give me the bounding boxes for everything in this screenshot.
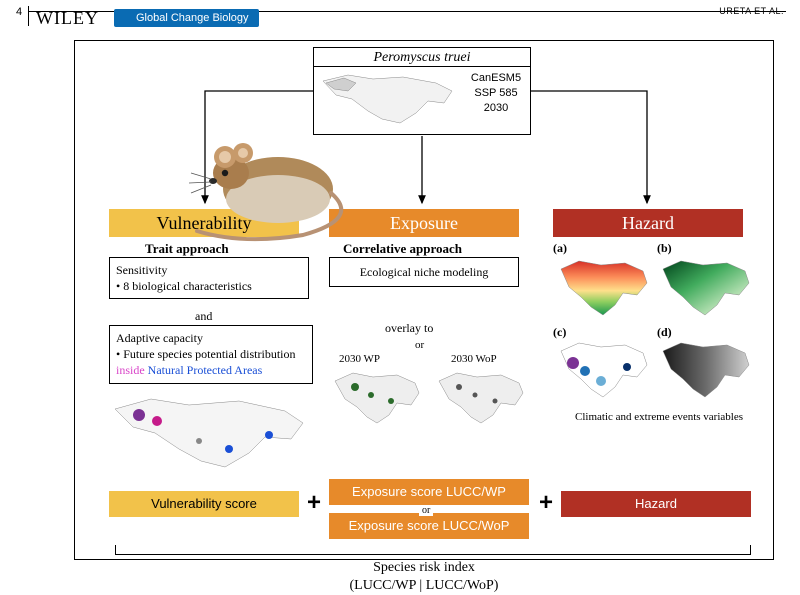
sensitivity-label: Sensitivity bbox=[116, 263, 167, 277]
species-name: Peromyscus truei bbox=[314, 48, 530, 67]
vulnerability-score: Vulnerability score bbox=[109, 491, 299, 517]
plus-2: + bbox=[539, 489, 553, 517]
sensitivity-box: Sensitivity • 8 biological characteristi… bbox=[109, 257, 309, 299]
hazard-head: Hazard bbox=[553, 209, 743, 237]
exposure-map-wp bbox=[331, 367, 423, 427]
adaptive-pre: Future species potential distribution bbox=[123, 347, 295, 361]
journal-name: Global Change Biology bbox=[114, 9, 259, 27]
plus-1: + bbox=[307, 489, 321, 517]
scenario-3: 2030 bbox=[468, 101, 524, 116]
exposure-score-1: Exposure score LUCC/WP bbox=[329, 479, 529, 505]
summary-bracket bbox=[115, 545, 751, 555]
adaptive-inside: inside bbox=[116, 363, 145, 377]
mouse-illustration bbox=[183, 123, 353, 243]
exposure-left-label: 2030 WP bbox=[339, 353, 380, 365]
exposure-score-or: or bbox=[419, 505, 433, 516]
scenario-2: SSP 585 bbox=[468, 86, 524, 101]
correlative-title: Correlative approach bbox=[343, 241, 462, 257]
publisher-logo: WILEY bbox=[36, 8, 99, 29]
hazard-map-c bbox=[557, 337, 651, 403]
adaptive-npa: Natural Protected Areas bbox=[148, 363, 263, 377]
correlative-box: Ecological niche modeling bbox=[329, 257, 519, 287]
figure-frame: Peromyscus truei CanESM5 SSP 585 2030 bbox=[74, 40, 774, 560]
scenario-box: CanESM5 SSP 585 2030 bbox=[468, 71, 524, 116]
exposure-head: Exposure bbox=[329, 209, 519, 237]
hazard-grid: (a) (b) (c) (d) bbox=[553, 241, 753, 401]
hazard-map-a bbox=[557, 255, 651, 321]
trait-approach-title: Trait approach bbox=[145, 241, 229, 257]
hazard-map-d bbox=[659, 337, 753, 403]
final-output: Species risk index (LUCC/WP | LUCC/WoP) bbox=[75, 559, 773, 595]
header-vrule bbox=[28, 6, 29, 26]
overlay-or: or bbox=[415, 339, 424, 351]
hazard-map-b bbox=[659, 255, 753, 321]
exposure-score-2: Exposure score LUCC/WoP bbox=[329, 513, 529, 539]
exposure-map-wop bbox=[435, 367, 527, 427]
sensitivity-item: 8 biological characteristics bbox=[123, 279, 252, 293]
hazard-label-b: (b) bbox=[657, 241, 672, 256]
correlative-item: Ecological niche modeling bbox=[360, 265, 489, 279]
adaptive-box: Adaptive capacity • Future species poten… bbox=[109, 325, 313, 384]
scenario-1: CanESM5 bbox=[468, 71, 524, 86]
species-box: Peromyscus truei CanESM5 SSP 585 2030 bbox=[313, 47, 531, 135]
hazard-caption: Climatic and extreme events variables bbox=[559, 411, 759, 423]
and-label: and bbox=[195, 309, 212, 324]
hazard-score: Hazard bbox=[561, 491, 751, 517]
adaptive-label: Adaptive capacity bbox=[116, 331, 203, 345]
overlay-label: overlay to bbox=[385, 321, 433, 336]
exposure-right-label: 2030 WoP bbox=[451, 353, 497, 365]
hazard-label-a: (a) bbox=[553, 241, 567, 256]
final-line1: Species risk index bbox=[75, 559, 773, 577]
final-line2: (LUCC/WP | LUCC/WoP) bbox=[75, 577, 773, 595]
authors: URETA ET AL. bbox=[719, 6, 784, 16]
species-range-map bbox=[318, 69, 458, 129]
page-number: 4 bbox=[16, 6, 22, 18]
page-header: 4 WILEY Global Change Biology URETA ET A… bbox=[0, 6, 800, 34]
vulnerability-map bbox=[109, 391, 309, 473]
